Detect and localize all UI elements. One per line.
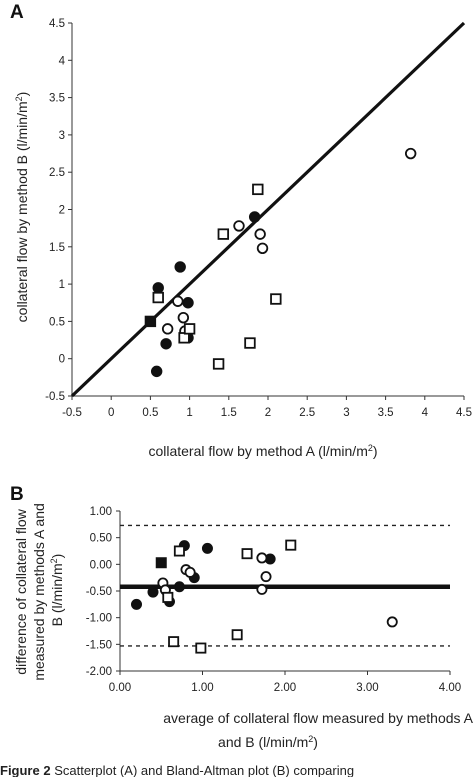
panel-a-point-open-circle: [177, 311, 190, 324]
panel-a-point-open-square: [252, 183, 264, 196]
panel-a-x-tick-label: 2: [265, 407, 271, 419]
panel-a-axes: [68, 22, 465, 400]
panel-a-y-tick-label: 3.5: [49, 93, 65, 105]
panel-b-tick-labels: 0.00 1.00 2.00 3.00 4.00 1.00 0.50 0.00 -0.50 -1.…: [86, 506, 461, 694]
panel-a-point-open-square: [212, 358, 225, 370]
panel-a-x-tick-label: 3.5: [378, 407, 394, 419]
panel-b-point-filled-circle: [147, 586, 159, 598]
panel-a-point-open-square: [244, 337, 256, 349]
panel-a-identity-line: [70, 21, 466, 398]
panel-b-axes: [116, 510, 451, 675]
panel-b-point-filled-circle: [201, 542, 213, 554]
panel-b-point-open-circle: [256, 552, 268, 564]
panel-a-point-open-circle: [172, 295, 184, 307]
panel-b-point-open-circle: [386, 616, 398, 628]
panel-b-y-tick-label: -2.00: [86, 666, 112, 678]
panel-a-x-tick-label: -0.5: [62, 407, 82, 419]
panel-b-y-tick-label: 0.50: [90, 533, 112, 545]
panel-a-y-tick-label: 4.5: [49, 18, 65, 30]
panel-a-tick-labels: -0.5 0 0.5 1 1.5 2 2.5 3 3.5 4 4.5 -0.5 0 0.5 1 1.5 2 2.5…: [45, 18, 472, 419]
panel-a-y-tick-label: 1: [59, 279, 65, 291]
panel-a-point-open-circle: [161, 323, 174, 335]
panel-a-point-open-circle: [254, 228, 266, 240]
panel-a-y-tick-label: 0.5: [49, 316, 65, 328]
panel-b-point-open-circle: [256, 583, 268, 595]
panel-b-y-tick-label: 1.00: [90, 506, 112, 518]
panel-b-y-tick-label: -0.50: [86, 586, 112, 598]
panel-b-point-open-square: [231, 629, 243, 641]
panel-b-x-tick-label: 2.00: [274, 682, 296, 694]
panel-b-point-open-circle: [260, 571, 272, 583]
panel-a-x-tick-label: 4.5: [456, 407, 472, 419]
panel-b-point-open-square: [195, 642, 207, 654]
panel-b-x-axis-title-line2: and B (l/min/m2): [218, 734, 318, 750]
panel-a-point-open-square: [152, 291, 164, 304]
panel-a-x-tick-label: 4: [422, 407, 429, 419]
panel-b-y-axis-title: difference of collateral flow measured b…: [13, 499, 65, 680]
panel-a-x-tick-label: 1.5: [221, 407, 237, 419]
panel-a-x-tick-label: 0: [108, 407, 114, 419]
panel-a-y-tick-label: -0.5: [45, 391, 65, 403]
panel-a-y-tick-label: 4: [59, 55, 66, 67]
panel-a-point-open-circle: [404, 147, 417, 160]
panel-b-point-filled-circle: [130, 598, 142, 610]
panel-b-point-filled-circle: [173, 581, 185, 593]
scatterplot-panel-a: -0.5 0 0.5 1 1.5 2 2.5 3 3.5 4 4.5 -0.5 0 0.5 1 1.5 2 2.5…: [45, 18, 472, 419]
panel-a-x-tick-label: 0.5: [142, 407, 158, 419]
panel-a-y-tick-label: 2.5: [49, 167, 65, 179]
panel-b-point-open-square: [168, 636, 180, 648]
panel-a-point-open-circle: [256, 242, 269, 254]
panel-a-y-tick-label: 1.5: [49, 242, 65, 254]
panel-b-x-tick-label: 4.00: [439, 682, 461, 694]
panel-b-x-axis-title-line1: average of collateral flow measured by m…: [163, 710, 473, 726]
panel-b-label: B: [10, 484, 24, 505]
panel-a-point-filled-circle: [174, 261, 186, 273]
panel-a-x-tick-label: 1: [186, 407, 192, 419]
panel-a-y-tick-label: 0: [59, 354, 65, 366]
panel-a-point-filled-circle: [152, 282, 164, 294]
panel-a-point-open-circle: [233, 220, 245, 232]
panel-b-reference-lines: [120, 524, 450, 647]
bland-altman-panel-b: 0.00 1.00 2.00 3.00 4.00 1.00 0.50 0.00 -0.50 -1.…: [86, 506, 461, 694]
panel-b-x-tick-label: 1.00: [191, 682, 213, 694]
panel-a-label: A: [10, 2, 24, 23]
panel-b-point-open-square: [241, 548, 253, 560]
panel-a-point-open-square: [217, 228, 230, 240]
panel-a-point-filled-square: [144, 315, 157, 328]
panel-a-point-open-square: [183, 323, 196, 335]
figure-caption: Figure 2 Scatterplot (A) and Bland-Altma…: [0, 763, 354, 777]
panel-a-point-filled-circle: [150, 365, 163, 378]
panel-b-point-open-circle: [184, 566, 196, 578]
panel-a-point-open-square: [270, 293, 282, 305]
panel-b-x-tick-label: 3.00: [356, 682, 378, 694]
panel-a-y-tick-label: 3: [59, 130, 65, 142]
panel-b-y-tick-label: -1.50: [86, 639, 112, 651]
panel-b-y-tick-label: 0.00: [90, 559, 112, 571]
panel-b-point-open-square: [173, 545, 185, 557]
panel-a-y-tick-label: 2: [59, 205, 65, 217]
panel-b-x-tick-label: 0.00: [109, 682, 131, 694]
panel-a-data-points: [70, 21, 466, 398]
panel-b-data-points: [130, 539, 398, 654]
panel-a-x-tick-label: 3: [343, 407, 349, 419]
panel-b-point-filled-square: [155, 557, 167, 569]
panel-b-point-open-square: [285, 539, 297, 551]
panel-a-point-filled-circle: [182, 297, 194, 309]
panel-b-y-tick-label: -1.00: [86, 613, 112, 625]
panel-a-y-axis-title: collateral flow by method B (l/min/m2): [14, 92, 30, 323]
panel-a-x-tick-label: 2.5: [299, 407, 315, 419]
panel-a-point-filled-circle: [248, 211, 261, 223]
panel-a-point-filled-circle: [160, 338, 172, 350]
panel-b-point-open-square: [162, 591, 174, 603]
panel-a-x-axis-title: collateral flow by method A (l/min/m2): [148, 443, 377, 459]
